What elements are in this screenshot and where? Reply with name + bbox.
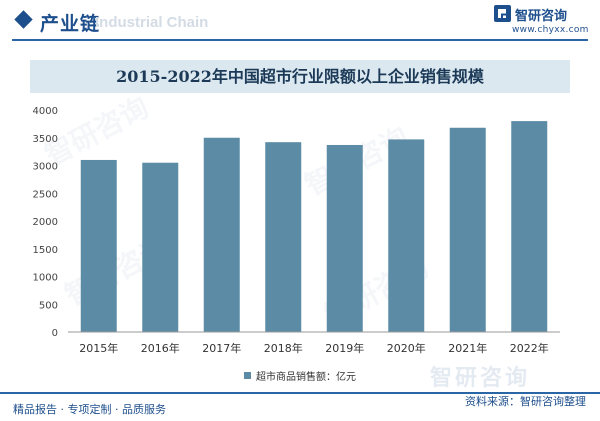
x-tick-label: 2021年 <box>448 341 487 355</box>
y-axis: 0 500 1000 1500 2000 2500 3000 3500 4000 <box>33 106 58 339</box>
legend-label: 超市商品销售额：亿元 <box>256 370 356 383</box>
source-org: 智研咨询整理 <box>520 395 586 408</box>
x-tick-label: 2016年 <box>141 341 180 355</box>
bar-series <box>80 121 548 332</box>
source-label: 资料来源： <box>465 395 520 408</box>
y-tick-label: 2000 <box>33 217 58 228</box>
legend: 超市商品销售额：亿元 <box>244 370 356 383</box>
y-tick-label: 1000 <box>33 273 58 284</box>
x-tick-label: 2020年 <box>387 341 426 355</box>
bar <box>142 162 179 332</box>
bar <box>449 127 486 332</box>
bar <box>265 142 302 332</box>
chart-title-band: 2015-2022年中国超市行业限额以上企业销售规模 <box>30 60 570 93</box>
header-divider <box>12 39 588 41</box>
y-tick-label: 2500 <box>33 189 58 200</box>
bar <box>80 159 117 332</box>
y-tick-label: 3500 <box>33 134 58 145</box>
bar <box>326 144 363 332</box>
x-tick-label: 2022年 <box>510 341 549 355</box>
x-tick-label: 2018年 <box>264 341 303 355</box>
bar <box>203 137 240 332</box>
bar <box>511 121 548 332</box>
brand-logo: 智研咨询 www.chyxx.com <box>494 4 594 36</box>
footer-divider <box>0 392 600 394</box>
bar <box>388 139 425 332</box>
page-header: 产业链 Industrial Chain 智研咨询 www.chyxx.com <box>0 0 600 44</box>
legend-swatch <box>244 372 251 379</box>
diamond-icon <box>14 10 33 29</box>
section-watermark: Industrial Chain <box>95 14 209 31</box>
y-tick-label: 1500 <box>33 245 58 256</box>
x-tick-label: 2017年 <box>202 341 241 355</box>
x-tick-label: 2019年 <box>325 341 364 355</box>
x-tick-label: 2015年 <box>79 341 118 355</box>
x-axis: 2015年 2016年 2017年 2018年 2019年 2020年 2021年 2022年 <box>79 341 549 355</box>
page-footer: 精品报告 · 专项定制 · 品质服务 资料来源：智研咨询整理 <box>0 392 600 421</box>
logo-name: 智研咨询 <box>515 9 568 24</box>
watermark-brand-bottom: 智研咨询 <box>430 366 531 391</box>
y-tick-label: 500 <box>39 300 58 311</box>
y-tick-label: 0 <box>52 328 58 339</box>
logo-mark-icon <box>494 5 511 22</box>
chart-title: 2015-2022年中国超市行业限额以上企业销售规模 <box>116 67 484 86</box>
logo-url: www.chyxx.com <box>512 25 589 35</box>
footer-source: 资料来源：智研咨询整理 <box>465 393 586 409</box>
footer-slogan: 精品报告 · 专项定制 · 品质服务 <box>13 403 166 416</box>
section-title: 产业链 <box>40 13 101 35</box>
y-tick-label: 4000 <box>33 106 58 117</box>
y-tick-label: 3000 <box>33 162 58 173</box>
